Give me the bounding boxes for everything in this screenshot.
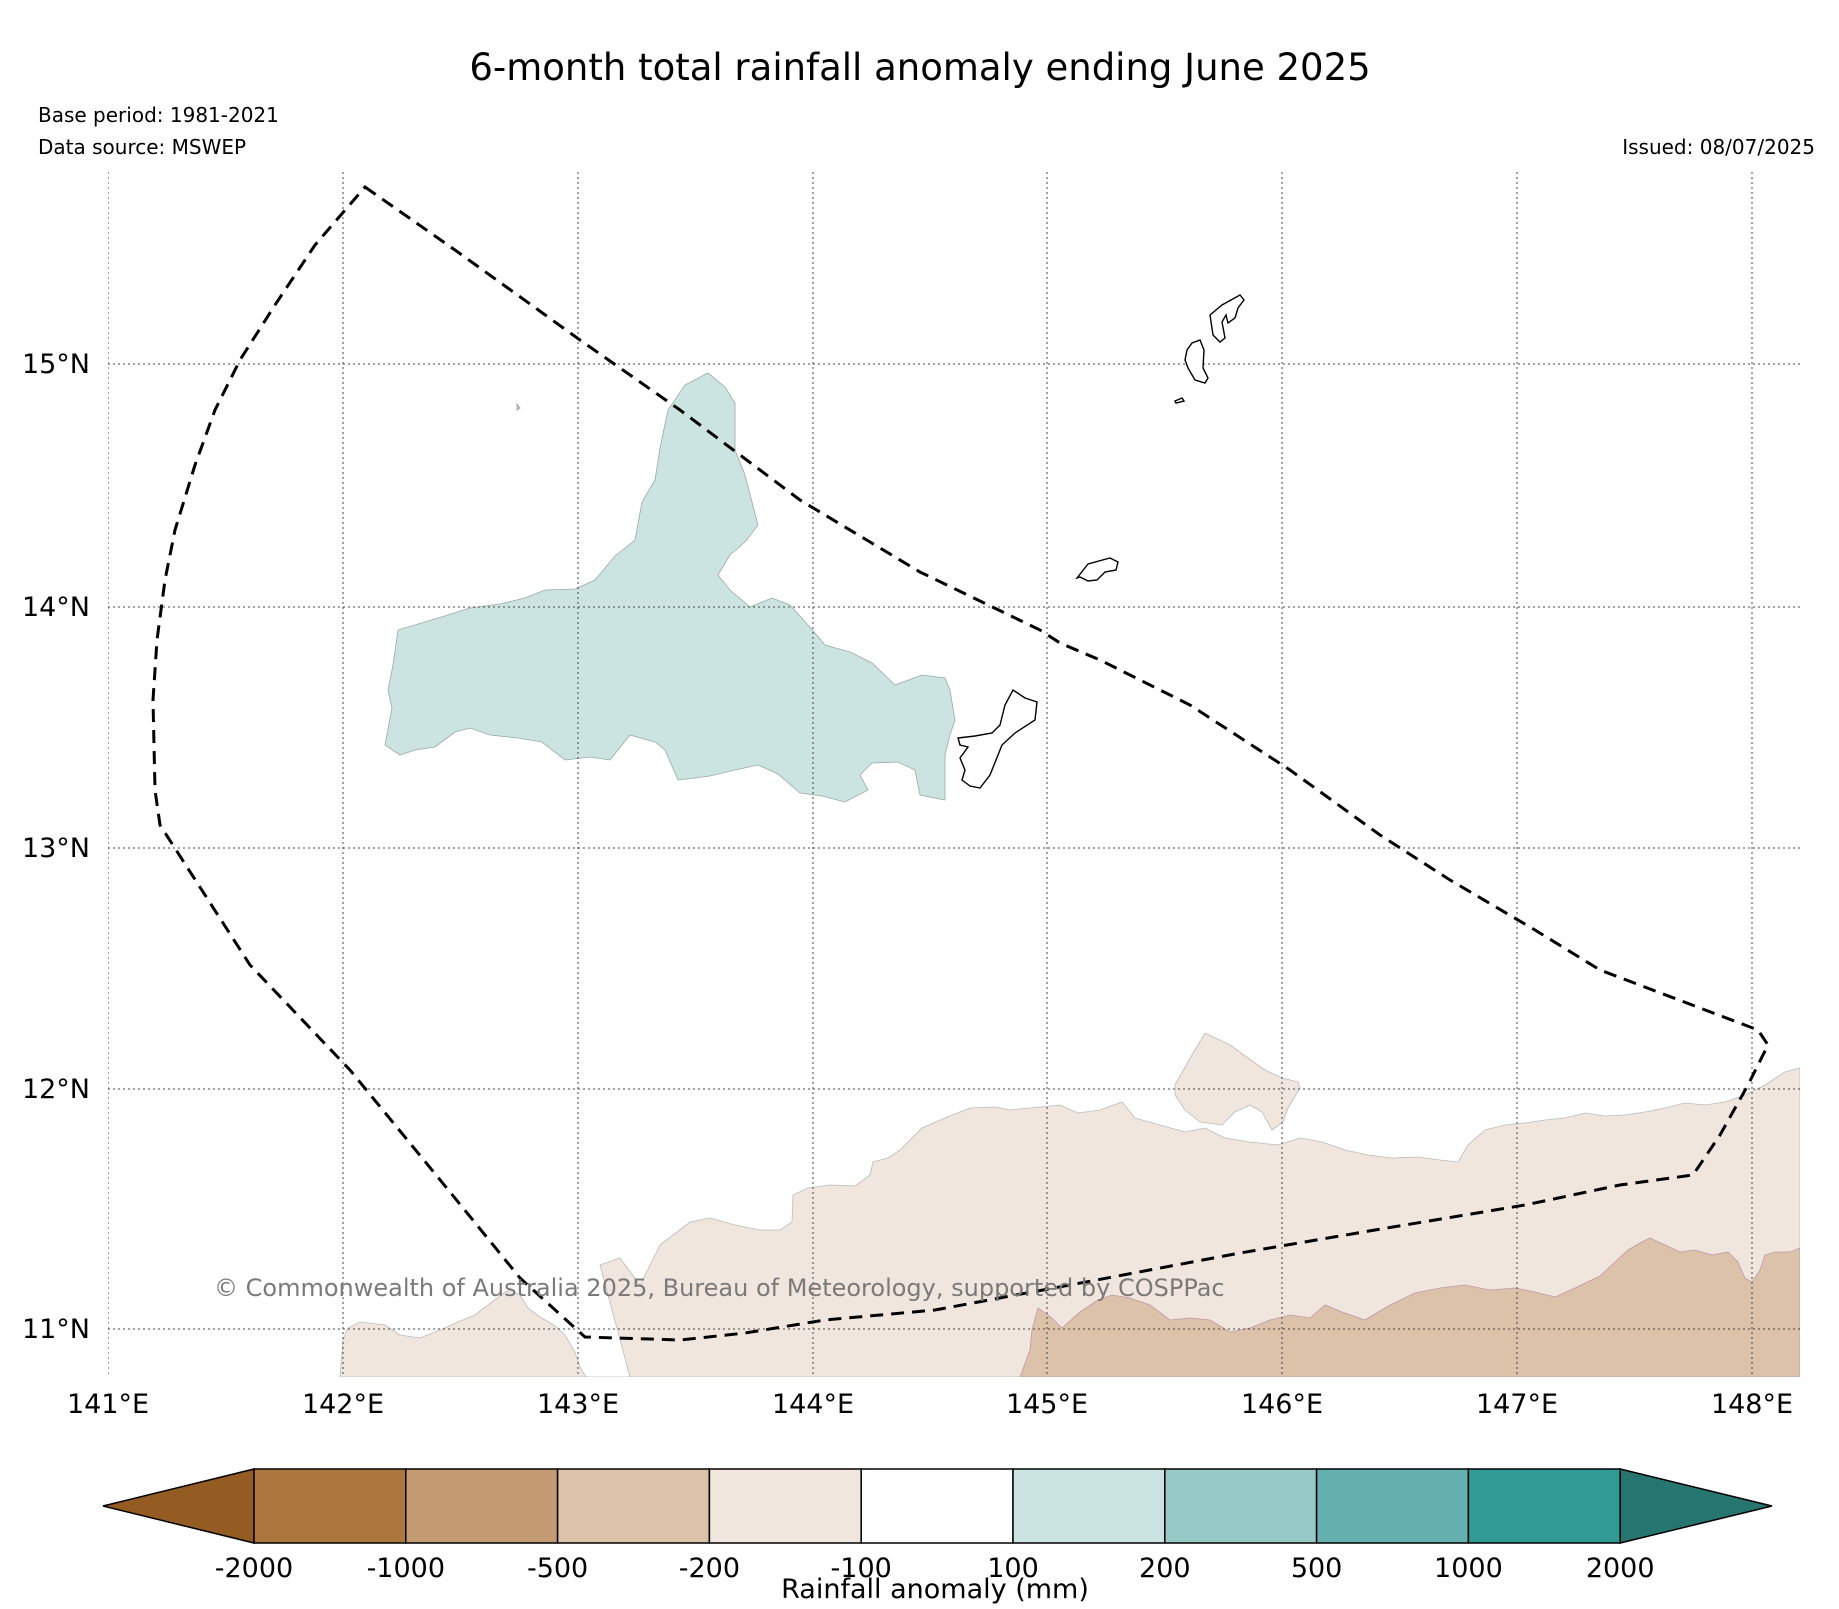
x-tick-label: 142°E: [302, 1389, 384, 1420]
copyright-notice: © Commonwealth of Australia 2025, Bureau…: [214, 1274, 1225, 1302]
map-area: © Commonwealth of Australia 2025, Bureau…: [108, 172, 1800, 1377]
colorbar-tick-label: -200: [679, 1553, 740, 1584]
y-tick-label: 12°N: [22, 1074, 90, 1105]
colorbar-tick-label: 500: [1291, 1553, 1343, 1584]
base-period: Base period: 1981-2021: [38, 103, 279, 127]
anatahan-north-island: [1209, 294, 1245, 343]
saipan-island: [1184, 339, 1209, 384]
colorbar-swatch: [405, 1468, 559, 1544]
x-tick-label: 146°E: [1241, 1389, 1323, 1420]
x-tick-label: 144°E: [772, 1389, 854, 1420]
y-axis-labels: 15°N 14°N 13°N 12°N 11°N: [22, 349, 90, 1345]
x-axis-labels: 141°E 142°E 143°E 144°E 145°E 146°E 147°…: [67, 1389, 1793, 1420]
colorbar-swatch: [860, 1468, 1014, 1544]
x-tick-label: 143°E: [537, 1389, 619, 1420]
eez-boundary: [151, 184, 1770, 1342]
colorbar-tick-label: 1000: [1434, 1553, 1503, 1584]
guam-island: [957, 688, 1038, 789]
colorbar-extend-low: [102, 1468, 255, 1544]
colorbar-tick-label: -1000: [367, 1553, 445, 1584]
colorbar-tick-label: -500: [527, 1553, 588, 1584]
x-tick-label: 141°E: [67, 1389, 149, 1420]
colorbar-swatch: [1012, 1468, 1166, 1544]
y-tick-label: 13°N: [22, 833, 90, 864]
colorbar-swatch: [708, 1468, 862, 1544]
colorbar-tick-label: 2000: [1586, 1553, 1655, 1584]
colorbar-tick-label: -100: [831, 1553, 892, 1584]
map-title: 6-month total rainfall anomaly ending Ju…: [469, 46, 1370, 89]
colorbar-swatch: [1164, 1468, 1318, 1544]
colorbar-label: Rainfall anomaly (mm): [781, 1574, 1089, 1605]
graticule: [108, 172, 1800, 1377]
colorbar-tick-label: -2000: [215, 1553, 293, 1584]
colorbar-swatch: [253, 1468, 407, 1544]
x-tick-label: 145°E: [1006, 1389, 1088, 1420]
colorbar: -2000 -1000 -500 -200 -100 100 200 500 1000 2000: [102, 1468, 1773, 1584]
y-tick-label: 14°N: [22, 592, 90, 623]
anomaly-region-negative-medium: [1019, 1237, 1800, 1377]
colorbar-swatch: [1467, 1468, 1621, 1544]
tinian-island: [1174, 397, 1186, 404]
island-coastlines: [516, 294, 1245, 789]
anomaly-region-positive: [384, 372, 956, 803]
colorbar-tick-label: 100: [987, 1553, 1039, 1584]
y-tick-label: 15°N: [22, 349, 90, 380]
rota-island: [1075, 557, 1119, 582]
anomaly-region-negative-light-small: [1174, 1032, 1301, 1131]
x-tick-label: 148°E: [1711, 1389, 1793, 1420]
y-tick-label: 11°N: [22, 1314, 90, 1345]
small-islet: [516, 402, 521, 411]
colorbar-extend-high: [1619, 1468, 1773, 1544]
colorbar-swatch: [556, 1468, 711, 1544]
colorbar-tick-label: 200: [1139, 1553, 1191, 1584]
colorbar-swatch: [1315, 1468, 1470, 1544]
x-tick-label: 147°E: [1476, 1389, 1558, 1420]
data-source: Data source: MSWEP: [38, 135, 246, 159]
issued-date: Issued: 08/07/2025: [1622, 135, 1815, 159]
